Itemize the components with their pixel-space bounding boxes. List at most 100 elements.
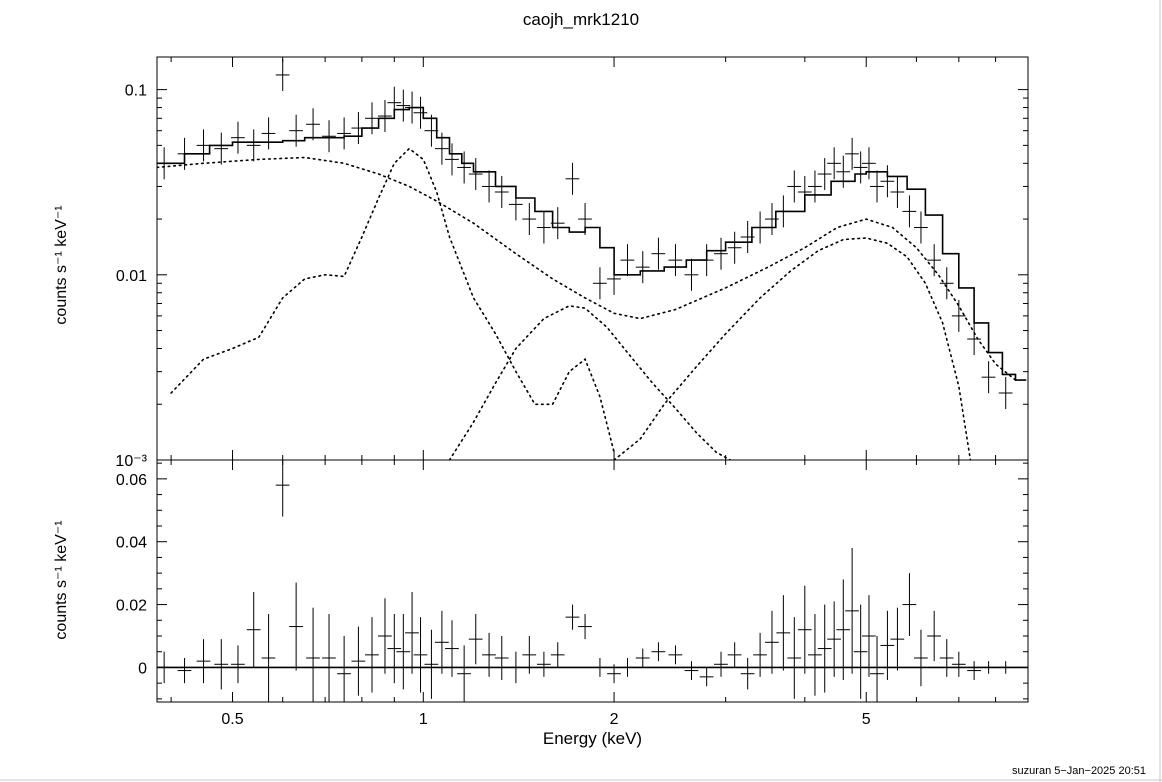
residual-point (387, 614, 402, 684)
data-point (913, 211, 928, 244)
data-point (365, 102, 379, 135)
x-tick-label: 1 (419, 711, 428, 728)
x-axis-label: Energy (keV) (542, 729, 643, 748)
data-point (845, 137, 859, 170)
footer-timestamp: suzuran 5−Jan−2025 20:51 (1012, 765, 1146, 777)
residual-point (508, 651, 523, 684)
model-component-line (170, 147, 615, 454)
data-point (635, 251, 650, 284)
data-point (807, 170, 822, 203)
y-tick-label: 0.1 (125, 83, 147, 100)
residual-point (275, 460, 290, 517)
residual-point (913, 629, 928, 687)
data-point (651, 237, 666, 270)
data-point (862, 147, 876, 180)
data-point (196, 129, 211, 162)
data-point (668, 244, 683, 277)
x-tick-label: 0.5 (221, 711, 243, 728)
residual-point (740, 658, 755, 690)
residual-point (396, 614, 411, 690)
data-point (434, 132, 449, 165)
residual-point (684, 661, 699, 680)
data-point (536, 211, 551, 244)
model-component-line (613, 237, 972, 460)
residual-point (727, 642, 742, 668)
residual-point (196, 639, 211, 684)
residual-point (578, 614, 592, 640)
residual-point (289, 582, 303, 671)
residual-point (468, 614, 483, 665)
data-point (951, 299, 966, 332)
residual-point (522, 636, 537, 674)
x-tick-label: 2 (610, 711, 619, 728)
data-point (468, 158, 483, 191)
residual-point (880, 610, 895, 680)
data-point (275, 58, 290, 91)
y-tick-label: 0.01 (116, 268, 147, 285)
residual-point (853, 604, 868, 699)
residual-point (246, 592, 261, 668)
data-point (817, 158, 832, 191)
residual-point (776, 595, 791, 671)
residual-point (377, 598, 392, 674)
data-point (413, 96, 428, 129)
model-component-line (157, 156, 1017, 381)
data-point (981, 361, 996, 394)
data-point (445, 143, 459, 176)
residual-point (322, 614, 336, 702)
residual-point (565, 604, 580, 630)
residual-point (998, 661, 1013, 674)
residual-point (457, 645, 471, 702)
residual-point (787, 617, 802, 699)
data-point (765, 203, 779, 236)
data-point (246, 129, 261, 162)
data-point (578, 203, 592, 236)
residual-point (177, 658, 192, 684)
residual-point (902, 573, 917, 636)
y-tick-label: 10⁻³ (115, 453, 147, 470)
residual-point (445, 620, 459, 677)
data-point (231, 121, 245, 154)
residual-point (405, 592, 419, 674)
data-point (939, 267, 954, 300)
residual-point (817, 604, 832, 693)
residual-point (261, 614, 276, 702)
data-point (870, 170, 884, 203)
data-point (890, 176, 905, 208)
residual-point (536, 651, 551, 677)
data-point (177, 137, 192, 170)
data-point (727, 231, 742, 264)
residuals-frame (156, 459, 1029, 703)
residual-point (157, 651, 171, 684)
residual-point (890, 607, 905, 671)
data-point (396, 89, 411, 122)
data-point (508, 188, 523, 221)
residual-point (482, 632, 496, 677)
data-point (927, 244, 941, 277)
residual-point (231, 645, 245, 684)
model-component-line (448, 304, 731, 460)
data-point (998, 377, 1013, 410)
residual-point (592, 658, 607, 677)
data-point (797, 176, 812, 208)
residual-point (620, 658, 635, 677)
data-point (607, 262, 621, 295)
data-point (322, 120, 336, 153)
data-point (214, 132, 229, 165)
data-point (522, 203, 537, 236)
spectrum-frame (156, 56, 1029, 461)
residual-point (699, 667, 714, 687)
x-tick-label: 5 (862, 711, 871, 728)
chart-title: caojh_mrk1210 (522, 10, 640, 29)
residual-point (981, 661, 996, 674)
residual-point (365, 617, 379, 693)
residual-point (845, 548, 859, 674)
residual-point (550, 642, 565, 668)
total-model-line (157, 106, 1027, 381)
residual-point (651, 642, 666, 662)
residual-point (951, 651, 966, 677)
y-tick-label: 0.06 (116, 472, 147, 489)
residual-point (494, 636, 509, 680)
residual-point (337, 636, 351, 702)
